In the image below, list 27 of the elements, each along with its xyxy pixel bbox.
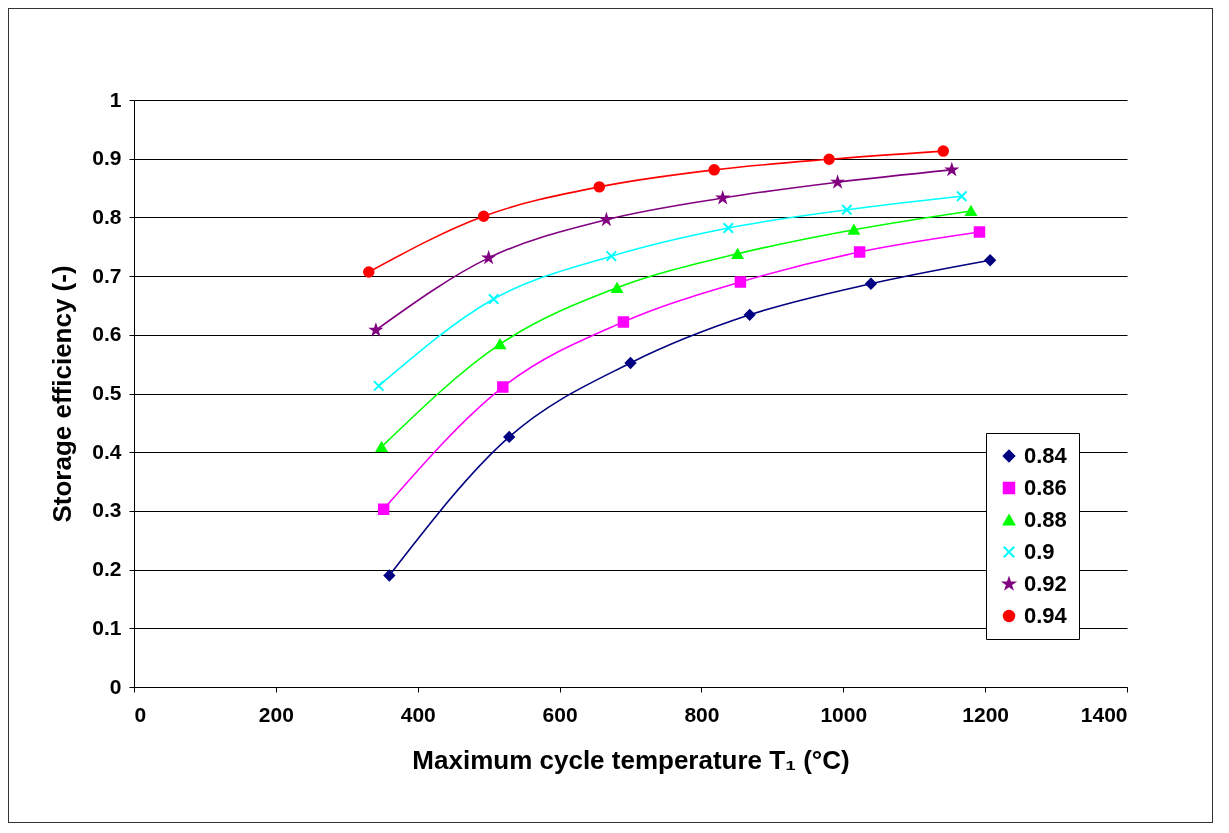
y-tick-label: 0.3	[92, 498, 122, 522]
y-tick-label: 0.7	[92, 263, 122, 287]
y-tick-label: 0.2	[92, 557, 122, 581]
x-axis-title: Maximum cycle temperature T₁ (°C)	[412, 744, 850, 775]
legend-label: 0.86	[1024, 475, 1067, 500]
x-tick-label: 400	[400, 702, 436, 726]
x-tick-label: 800	[684, 702, 720, 726]
legend-label: 0.88	[1024, 507, 1067, 532]
x-tick-label: 1200	[962, 702, 1009, 726]
y-tick-label: 1	[109, 87, 122, 111]
y-tick-label: 0.4	[92, 439, 122, 463]
y-tick-label: 0.1	[92, 615, 122, 639]
x-tick-label: 600	[542, 702, 578, 726]
x-tick-label: 1400	[1080, 702, 1128, 726]
x-tick-label: 1000	[820, 702, 868, 726]
x-tick-label: 200	[258, 702, 294, 726]
legend-label: 0.84	[1024, 443, 1068, 468]
legend-label: 0.94	[1024, 603, 1068, 628]
y-tick-label: 0.9	[92, 146, 122, 170]
y-tick-label: 0.6	[92, 322, 122, 346]
y-tick-label: 0.5	[92, 381, 122, 404]
legend-label: 0.92	[1024, 571, 1067, 596]
x-tick-label: 0	[134, 702, 147, 726]
y-axis-title: Storage efficiency (-)	[47, 265, 78, 523]
legend-label: 0.9	[1024, 539, 1055, 564]
y-tick-label: 0.8	[92, 204, 122, 228]
y-tick-label: 0	[109, 674, 122, 698]
